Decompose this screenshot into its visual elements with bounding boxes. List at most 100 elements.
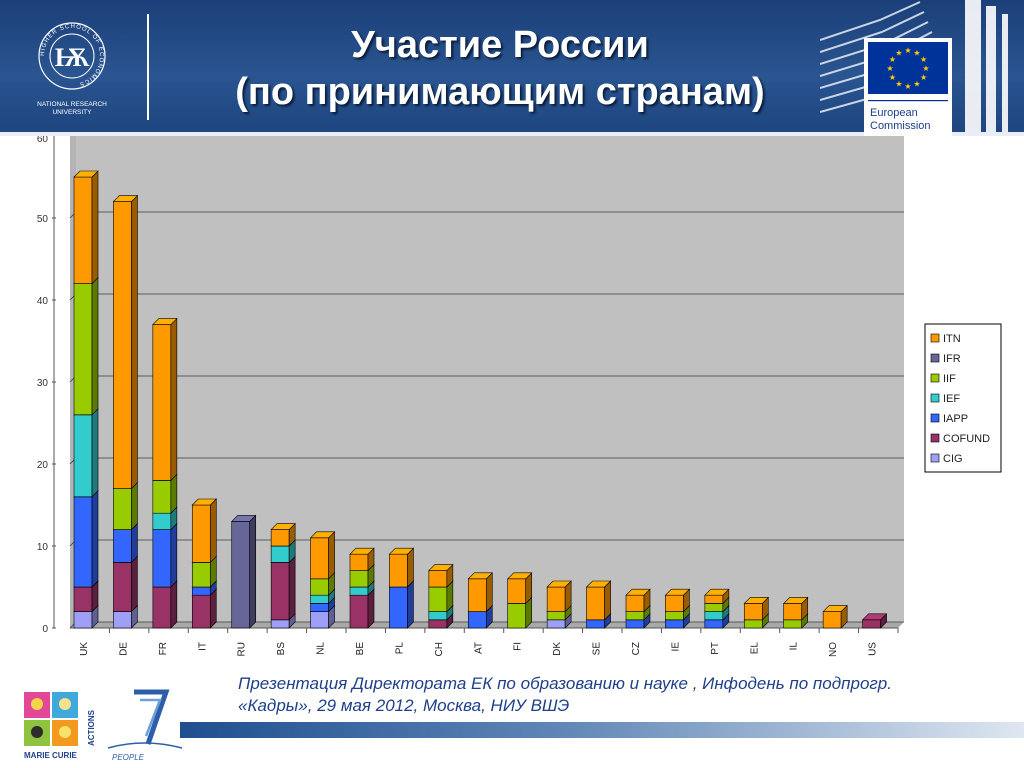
bar-segment	[467, 611, 487, 629]
bar-segment	[862, 619, 881, 629]
bar-segment-top	[822, 605, 848, 612]
bar-segment-top	[664, 588, 691, 596]
bar-segment	[270, 619, 290, 629]
bar-segment	[625, 611, 645, 621]
bar-segment	[546, 619, 566, 629]
bar-segment	[507, 603, 527, 629]
svg-text:Ѭ: Ѭ	[54, 43, 89, 72]
ec-label-line1: European	[870, 107, 918, 119]
bar-segment	[349, 594, 369, 629]
bar-segment	[191, 594, 211, 629]
bar-segment-top	[546, 580, 572, 588]
y-tick-label: 0	[42, 624, 48, 635]
bar-segment-side	[131, 481, 138, 531]
x-tick-label: UK	[79, 642, 90, 656]
legend-label: IAPP	[943, 413, 968, 425]
x-tick-label: EL	[749, 642, 760, 655]
bar-segment	[152, 512, 172, 530]
x-tick-label: US	[868, 642, 879, 656]
mc-label: MARIE CURIE	[24, 751, 78, 760]
bar-segment-top	[625, 588, 651, 596]
x-tick-label: DK	[552, 642, 563, 656]
bar-segment-side	[131, 522, 138, 564]
bar-segment-top	[112, 195, 139, 202]
legend-swatch	[930, 393, 940, 403]
y-tick-label: 40	[37, 296, 49, 307]
slide-title: Участие России (по принимающим странам)	[150, 22, 850, 116]
title-line-1: Участие России	[351, 24, 649, 66]
bar-segment	[389, 553, 408, 588]
stacked-bar-chart: 0 10 20 30 40 50 60 UK DE FR IT RU BS NL BE PL CH AT FI DK S…	[37, 136, 1002, 657]
legend-label: IEF	[943, 393, 960, 405]
bar-segment-side	[91, 276, 99, 416]
bar-segment	[231, 521, 251, 629]
bar-segment	[113, 611, 132, 629]
bar-segment	[704, 619, 724, 629]
bar-segment	[270, 529, 290, 547]
svg-text:★: ★	[895, 48, 902, 57]
bar-segment-top	[388, 547, 415, 555]
header-banner	[0, 0, 1024, 136]
bar-segment-side	[91, 170, 99, 285]
svg-text:★: ★	[895, 80, 902, 89]
bar-segment-top	[704, 588, 730, 596]
bar-segment	[665, 611, 684, 621]
bar-segment-side	[407, 580, 414, 629]
legend-swatch	[930, 353, 940, 363]
bar-segment	[113, 488, 132, 530]
x-tick-label: CH	[434, 642, 445, 656]
legend-label: CIG	[943, 453, 963, 465]
bar-segment-side	[170, 522, 178, 588]
bar-segment	[428, 619, 448, 629]
bar-segment-top	[191, 498, 218, 506]
x-tick-label: NL	[316, 642, 327, 655]
bar-segment-top	[230, 515, 257, 522]
svg-text:★: ★	[920, 55, 927, 64]
bar-segment	[428, 570, 448, 588]
bar-segment	[665, 594, 684, 612]
bar-segment	[310, 594, 329, 604]
svg-text:★: ★	[886, 64, 893, 73]
header-underline	[0, 132, 1024, 136]
bar-segment	[428, 586, 448, 612]
bar-segment-top	[743, 597, 770, 604]
bar-segment-side	[209, 588, 217, 629]
bar-segment	[152, 324, 172, 481]
x-tick-label: NO	[828, 642, 839, 657]
bar-segment-side	[407, 547, 414, 588]
mc-actions-label: ACTIONS	[87, 709, 96, 746]
legend-label: ITN	[943, 333, 961, 345]
x-tick-label: BS	[276, 642, 287, 656]
bar-segment	[73, 586, 93, 612]
bar-segment	[191, 504, 211, 563]
european-commission-logo: ★ ★ ★ ★ ★ ★ ★ ★ ★ ★ ★ ★ European Commission	[864, 38, 952, 136]
y-tick-label: 60	[37, 136, 49, 145]
x-tick-label: IL	[789, 642, 800, 651]
bar-segment	[665, 619, 684, 629]
bar-segment-top	[270, 523, 296, 530]
bar-segment	[743, 603, 763, 621]
bar-segment	[310, 603, 329, 612]
bar-segment	[73, 611, 93, 629]
marie-curie-actions-logo: MARIE CURIE ACTIONS	[24, 692, 96, 760]
y-tick-label: 20	[37, 460, 49, 471]
bar-segment-side	[170, 580, 178, 629]
x-tick-label: RU	[237, 642, 248, 656]
bar-segment-side	[170, 317, 178, 482]
bar-segment	[625, 619, 645, 629]
bar-segment	[704, 611, 724, 621]
bar-segment	[270, 545, 290, 563]
bar-segment	[389, 586, 408, 629]
x-tick-label: AT	[473, 642, 484, 654]
x-tick-label: BE	[355, 642, 366, 656]
bar-segment-top	[152, 318, 178, 325]
hse-caption-line1: NATIONAL RESEARCH	[37, 101, 107, 108]
bar-segment	[586, 619, 605, 629]
bar-segment-side	[604, 580, 611, 621]
legend-swatch	[930, 433, 940, 443]
bar-segment	[546, 611, 566, 621]
bar-segment-top	[782, 597, 809, 604]
bar-segment	[349, 586, 369, 596]
bar-segment	[428, 611, 448, 621]
hse-logo: HIGHER SCHOOL OF ECONOMICS Ѭ NATIONAL RE…	[37, 22, 107, 116]
